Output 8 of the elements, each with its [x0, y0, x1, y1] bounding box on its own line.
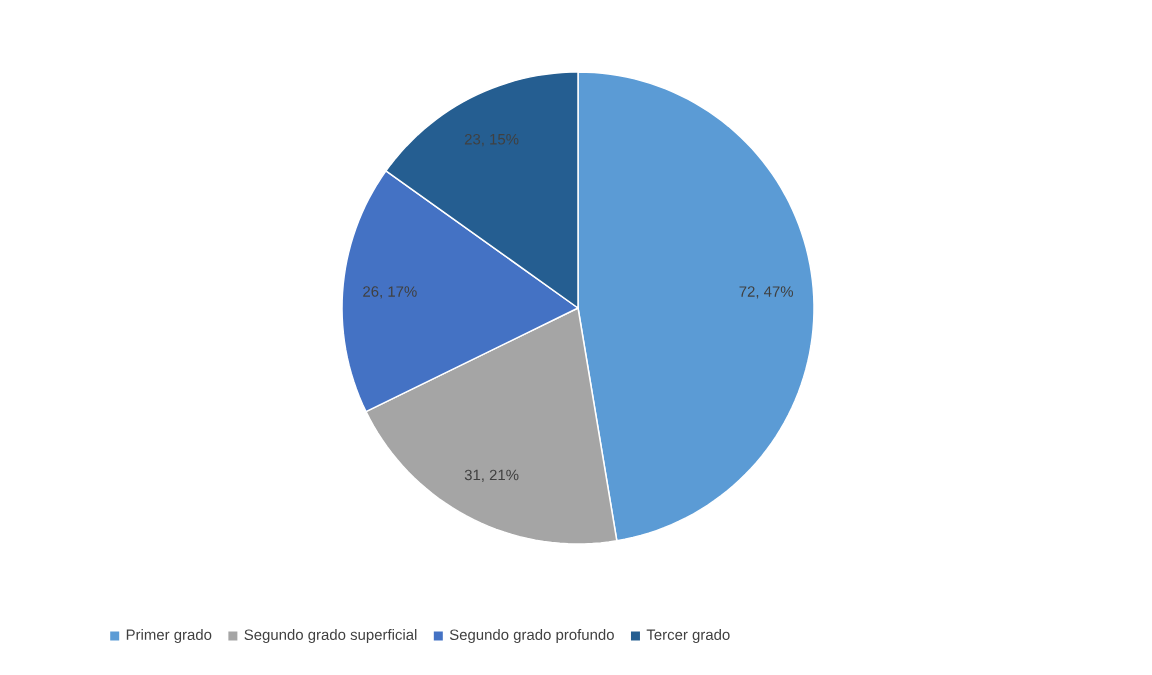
legend-label: Segundo grado superficial: [244, 629, 417, 643]
data-label: 26, 17%: [363, 286, 417, 299]
data-label: 31, 21%: [464, 469, 519, 483]
legend-label: Tercer grado: [646, 629, 730, 643]
legend-label: Primer grado: [126, 629, 212, 643]
data-label: 23, 15%: [464, 133, 519, 147]
data-label: 72, 47%: [739, 286, 794, 299]
legend-label: Segundo grado profundo: [449, 629, 614, 643]
